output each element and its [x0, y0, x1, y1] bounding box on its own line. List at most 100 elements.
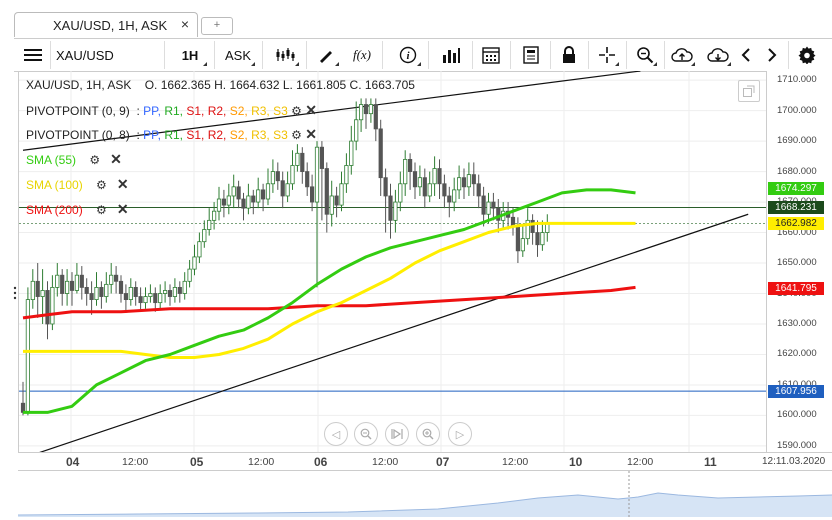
- candle-body: [525, 219, 530, 240]
- time-tick-label: 11: [704, 455, 717, 469]
- time-tick-label: 12:00: [502, 456, 529, 468]
- candle-body: [432, 168, 437, 185]
- candle-body: [260, 189, 266, 200]
- sma55-remove-close-icon[interactable]: ✕: [110, 151, 122, 167]
- candle-body: [383, 177, 388, 197]
- pivot-legend-row-1: PIVOTPOINT (0, 9) : PP, R1, S1, R2, S2, …: [26, 102, 317, 118]
- sma200-remove-close-icon[interactable]: ✕: [116, 201, 129, 217]
- panel-drag-handle[interactable]: [13, 286, 17, 300]
- cursor-time-label: 12:11.03.2020: [762, 456, 826, 467]
- candle-body: [207, 219, 212, 230]
- sma200-legend-row: SMA (200) ⚙ ✕: [26, 201, 129, 218]
- candle-body: [363, 104, 369, 115]
- tab-close-icon[interactable]: ×: [180, 16, 189, 32]
- candle-body: [202, 229, 207, 243]
- candle-body: [246, 195, 251, 209]
- pivot2-settings-gear-icon[interactable]: ⚙: [291, 128, 302, 142]
- crosshair-icon[interactable]: [594, 43, 620, 67]
- hamburger-icon[interactable]: [20, 43, 46, 67]
- candle-body: [79, 274, 84, 288]
- candle-body: [393, 201, 398, 221]
- chevron-right-icon[interactable]: [762, 43, 782, 67]
- indicators-fx-icon[interactable]: f(x): [352, 47, 372, 62]
- price-marker-label: 1607.956: [768, 384, 824, 398]
- chevron-left-icon[interactable]: [736, 43, 756, 67]
- symbol-selector[interactable]: XAU/USD: [56, 43, 156, 67]
- zoom-in-nav-icon[interactable]: [416, 422, 440, 446]
- zoom-icon[interactable]: [632, 43, 658, 67]
- sma200-settings-gear-icon[interactable]: ⚙: [96, 203, 107, 217]
- candle-body: [456, 177, 462, 191]
- candle-body: [182, 280, 187, 294]
- pivot1-settings-gear-icon[interactable]: ⚙: [291, 104, 302, 118]
- candle-body: [60, 274, 65, 294]
- time-tick-label: 04: [66, 455, 80, 469]
- report-icon[interactable]: [518, 43, 544, 67]
- candle-body: [378, 128, 383, 179]
- candle-body: [309, 186, 315, 203]
- volume-bars-icon[interactable]: [438, 43, 464, 67]
- add-tab-button[interactable]: +: [201, 17, 233, 35]
- candle-body: [74, 274, 80, 291]
- pivot1-remove-close-icon[interactable]: ✕: [305, 102, 317, 118]
- sma200-line: [22, 285, 636, 320]
- info-icon[interactable]: i: [394, 43, 422, 67]
- sma55-legend-row: SMA (55) ⚙ ✕: [26, 151, 122, 168]
- overview-chart-svg: [17, 471, 832, 517]
- settings-gear-icon[interactable]: [794, 43, 820, 67]
- pivot-legend-row-2: PIVOTPOINT (0, 8) : PP, R1, S1, R2, S2, …: [26, 126, 317, 142]
- sma100-settings-gear-icon[interactable]: ⚙: [96, 178, 107, 192]
- chart-plot-area[interactable]: [18, 71, 767, 452]
- candle-body: [104, 283, 109, 297]
- candle-body: [280, 180, 285, 197]
- ohlc-legend-row: XAU/USD, 1H, ASK O. 1662.365 H. 1664.632…: [26, 78, 415, 92]
- time-axis[interactable]: 12:11.03.2020 04 12:00 05 12:00 06 12:00 07 12:…: [18, 452, 832, 471]
- price-tick-label: 1700.000: [777, 104, 817, 116]
- side-selector[interactable]: ASK: [220, 43, 256, 67]
- sma55-label: SMA (55): [26, 153, 77, 167]
- candle-body: [520, 238, 525, 252]
- candle-body: [530, 219, 535, 233]
- candle-body: [128, 287, 133, 301]
- candle-body: [447, 195, 452, 203]
- symbol-label: XAU/USD: [56, 47, 114, 63]
- overview-navigator[interactable]: [17, 470, 832, 517]
- candle-body: [231, 186, 236, 197]
- time-tick-label: 06: [314, 455, 328, 469]
- cloud-download-icon[interactable]: [704, 43, 732, 67]
- price-marker-label: 1662.982: [768, 216, 824, 230]
- candle-body: [123, 293, 128, 300]
- candle-body: [69, 280, 75, 291]
- lock-icon[interactable]: [556, 43, 582, 67]
- candle-body: [412, 171, 418, 188]
- reset-view-nav-icon[interactable]: [385, 422, 409, 446]
- zoom-out-nav-icon[interactable]: [354, 422, 378, 446]
- chart-tab[interactable]: XAU/USD, 1H, ASK ×: [14, 12, 198, 37]
- sma55-settings-gear-icon[interactable]: ⚙: [89, 153, 101, 167]
- candle-body: [192, 256, 197, 270]
- maximize-chart-icon[interactable]: [738, 80, 760, 102]
- lower-trendline: [39, 213, 749, 452]
- candle-body: [109, 274, 114, 285]
- candle-body: [30, 280, 35, 300]
- scroll-right-nav-icon[interactable]: ▷: [448, 422, 472, 446]
- cloud-upload-icon[interactable]: [668, 43, 696, 67]
- candle-body: [153, 293, 158, 304]
- candle-body: [388, 195, 393, 221]
- chart-type-icon[interactable]: [270, 43, 300, 67]
- scroll-left-nav-icon[interactable]: ◁: [324, 422, 348, 446]
- candle-body: [172, 287, 177, 297]
- period-selector[interactable]: 1H: [172, 43, 208, 67]
- candle-body: [314, 146, 320, 203]
- candle-body: [339, 183, 344, 206]
- candle-body: [305, 171, 310, 188]
- sma100-remove-close-icon[interactable]: ✕: [116, 176, 129, 192]
- candle-body: [476, 183, 481, 197]
- candle-body: [143, 296, 148, 304]
- draw-pen-icon[interactable]: [312, 43, 340, 67]
- calendar-icon[interactable]: [478, 43, 504, 67]
- candle-body: [265, 183, 271, 200]
- pivot2-remove-close-icon[interactable]: ✕: [305, 126, 317, 142]
- candle-body: [300, 152, 305, 172]
- ohlc-values: O. 1662.365 H. 1664.632 L. 1661.805 C. 1…: [144, 78, 415, 92]
